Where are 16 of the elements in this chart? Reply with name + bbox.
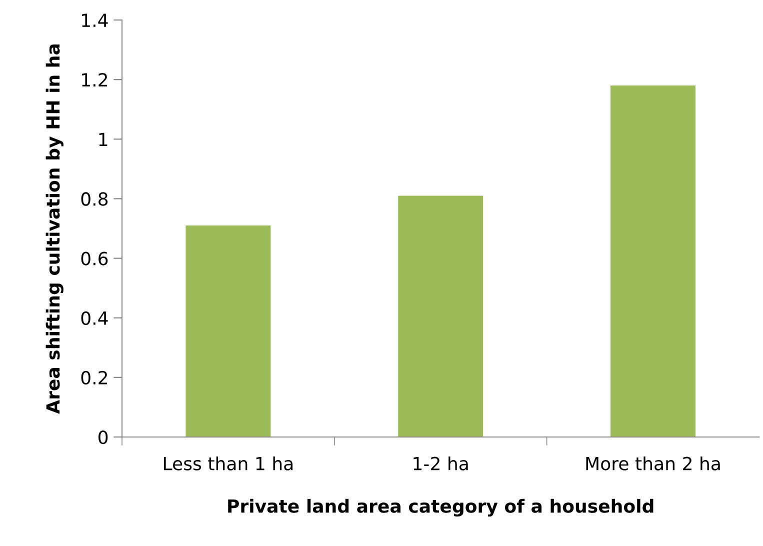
y-tick-label: 1.4 <box>82 14 108 27</box>
bar <box>610 86 696 437</box>
y-tick-label: 1.2 <box>82 73 107 86</box>
x-tick-label: More than 2 ha <box>586 456 720 470</box>
x-tick-label: Less than 1 ha <box>164 456 293 470</box>
y-axis-title: Area shifting cultivation by HH in ha <box>46 44 64 414</box>
y-tick-label: 0.8 <box>81 192 108 206</box>
y-tick-label: 0.2 <box>81 370 107 385</box>
x-axis-title: Private land area category of a household <box>228 498 654 517</box>
y-tick-label: 1 <box>99 132 108 146</box>
bar <box>398 196 484 437</box>
y-tick-label: 0 <box>98 430 108 444</box>
bar <box>186 226 271 437</box>
x-tick-label: 1-2 ha <box>414 456 468 470</box>
y-tick-label: 0.4 <box>81 311 108 325</box>
y-tick-label: 0.6 <box>81 252 108 266</box>
